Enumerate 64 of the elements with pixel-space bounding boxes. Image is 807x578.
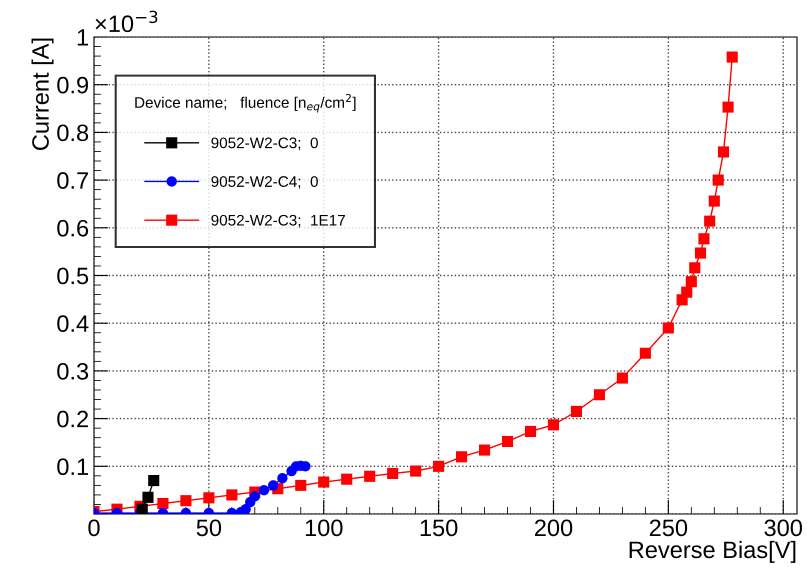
point [157,498,168,510]
point [502,436,514,448]
y-tick-label: 0.6 [57,220,88,237]
x-tick-label: 300 [764,519,802,536]
text: ×10$^{−3}$ [96,10,158,32]
x-tick-label: 50 [196,519,222,536]
point [226,489,238,500]
point [341,474,352,485]
point [524,426,536,438]
point [640,348,651,359]
point [180,495,192,506]
legend-label: 9052-W2-C3; 1E17 [211,214,345,228]
y-tick-label: 0.4 [57,315,88,332]
y-tick-label: 0.8 [57,124,88,142]
point [318,476,330,488]
point [387,468,398,480]
y-tick-label: 0.3 [57,362,88,380]
point [203,492,214,504]
point [479,444,490,456]
y-tick-label: 0.5 [57,268,88,284]
point [662,322,674,334]
point [136,504,148,514]
x-axis-title: Reverse Bias[V] [630,540,796,563]
point [681,286,692,298]
point [722,102,734,113]
point [689,262,700,274]
point [456,451,468,462]
x-tick-label: 150 [420,519,458,536]
y-tick-label: 0.1 [57,458,88,476]
point [250,491,260,502]
legend-label: 9052-W2-C4; 0 [211,176,318,189]
point [570,406,582,417]
point [148,475,160,486]
point [712,174,724,186]
x-tick-label: 200 [534,519,572,536]
point [268,480,278,491]
point [726,51,738,63]
point [548,419,560,430]
y-tick-label: 0.7 [57,172,88,189]
point [698,233,710,244]
point [240,504,251,514]
point [594,389,605,400]
point [142,492,154,503]
point [718,146,730,158]
x-tick-label: 250 [650,519,688,536]
point [704,216,716,227]
point [616,372,628,384]
point [364,470,376,482]
y-axis-title: Current [A] [32,38,54,150]
point [295,480,306,491]
point [258,484,270,496]
y-tick-label: 1 [78,29,88,46]
y-tick-label: 0.2 [57,410,88,428]
y-tick-label: 0.9 [57,76,88,94]
x-tick-label: 100 [306,519,343,536]
point [277,473,288,484]
legend-label: 9052-W2-C3; 0 [211,137,318,150]
x-tick-label: 0 [88,519,100,536]
point [694,248,706,259]
point [410,466,422,477]
legend-title: Device name; fluence [n$_{eq}$/cm$^{2}$] [135,94,356,112]
point [433,460,444,472]
point [686,276,697,288]
point [708,196,720,207]
